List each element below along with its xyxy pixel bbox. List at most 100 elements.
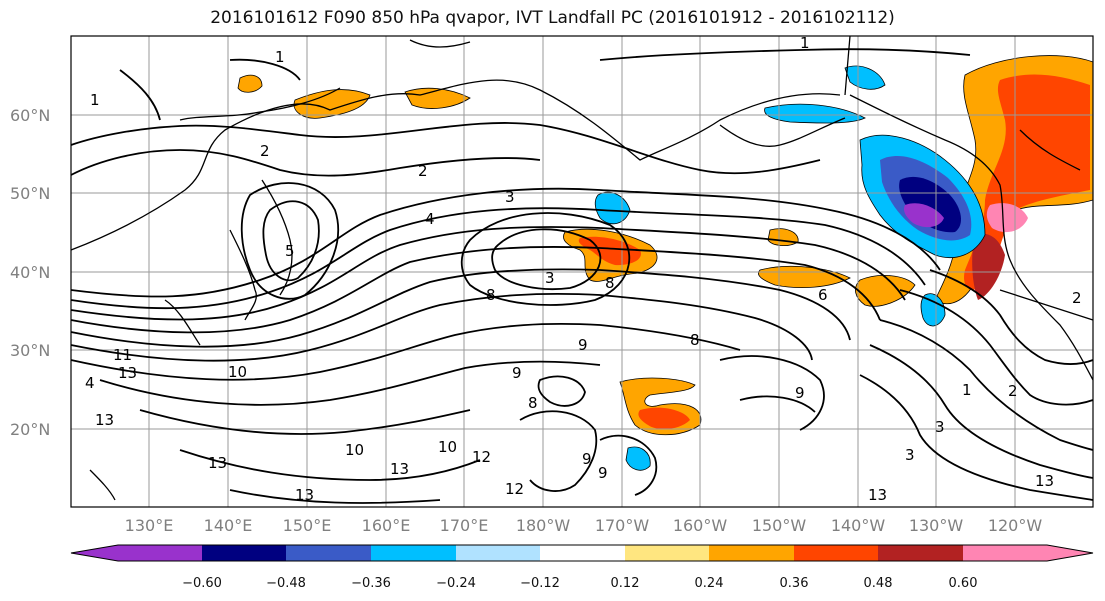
shade-neg-mid	[594, 191, 631, 225]
contour-label: 8	[605, 274, 615, 292]
lat-label: 20°N	[10, 420, 50, 439]
lon-label: 140°E	[204, 516, 253, 535]
contour-label: 2	[1008, 382, 1018, 400]
colorbar-tick: 0.48	[864, 576, 893, 591]
shade-far-east	[767, 228, 799, 246]
colorbar-segment	[878, 545, 963, 561]
shade-neg-tropic	[625, 446, 651, 471]
colorbar	[70, 544, 1094, 562]
contour-label: 9	[582, 450, 592, 468]
colorbar-segment	[456, 545, 540, 561]
colorbar-tick: −0.36	[351, 576, 391, 591]
shade-brown-coast	[972, 233, 1005, 300]
lon-label: 130°W	[909, 516, 964, 535]
colorbar-segment	[118, 545, 202, 561]
contour-label: 4	[425, 210, 435, 228]
contour-label: 5	[285, 242, 295, 260]
contour-label: 13	[295, 486, 314, 504]
colorbar-tick: 0.12	[611, 576, 640, 591]
contour-label: 3	[905, 446, 915, 464]
contour-label: 13	[1035, 472, 1054, 490]
lon-label: 120°W	[988, 516, 1043, 535]
contour-label: 8	[486, 286, 496, 304]
contour-label: 12	[472, 448, 491, 466]
contour-label: 9	[795, 384, 805, 402]
colorbar-segment	[371, 545, 456, 561]
lat-label: 30°N	[10, 341, 50, 360]
colorbar-segment	[794, 545, 878, 561]
colorbar-tick: −0.12	[520, 576, 560, 591]
shade-neg-north	[844, 65, 886, 90]
lon-label: 160°E	[362, 516, 411, 535]
shade-arctic2	[404, 87, 471, 109]
contour-label: 13	[390, 460, 409, 478]
colorbar-segment	[286, 545, 371, 561]
contour-label: 8	[690, 331, 700, 349]
contour-label: 4	[85, 374, 95, 392]
ivt-contours	[70, 48, 1094, 504]
lat-label: 40°N	[10, 263, 50, 282]
shade-neg-navy	[899, 176, 962, 233]
shade-neg-bering	[764, 103, 866, 124]
colorbar-segment	[202, 545, 286, 561]
contour-label: 10	[438, 438, 457, 456]
colorbar-tick: 0.24	[695, 576, 724, 591]
contour-label: 13	[208, 454, 227, 472]
contour-label: 3	[935, 418, 945, 436]
lon-label: 170°E	[440, 516, 489, 535]
colorbar-segment	[709, 545, 794, 561]
shade-neg-coast-low	[920, 293, 946, 327]
colorbar-tick: −0.60	[182, 576, 222, 591]
contour-label: 1	[962, 381, 972, 399]
colorbar-segment	[963, 545, 1047, 561]
colorbar-tick: 0.60	[949, 576, 978, 591]
colorbar-tick: 0.36	[780, 576, 809, 591]
contour-labels: 1 1 1 1 2 2 2 2 3 3 3 3 4 4 5 6 8 8 8 9 …	[85, 34, 1082, 504]
contour-label: 1	[800, 34, 810, 52]
map-title: 2016101612 F090 850 hPa qvapor, IVT Land…	[210, 8, 895, 28]
contour-label: 11	[113, 346, 132, 364]
lon-label: 140°W	[831, 516, 886, 535]
latitude-labels: 60°N 50°N 40°N 30°N 20°N	[10, 106, 50, 439]
contour-label: 10	[345, 441, 364, 459]
contour-label: 10	[228, 363, 247, 381]
contour-label: 1	[275, 48, 285, 66]
contour-label: 2	[260, 142, 270, 160]
colorbar-extend-min	[71, 545, 118, 561]
lon-label: 180°W	[516, 516, 571, 535]
lat-label: 50°N	[10, 184, 50, 203]
contour-label: 3	[545, 269, 555, 287]
colorbar-segment	[540, 545, 625, 561]
qvapor-shading	[237, 55, 1094, 471]
contour-label: 13	[118, 364, 137, 382]
colorbar-extend-max	[1047, 545, 1093, 561]
colorbar-segment	[625, 545, 709, 561]
graticule	[71, 36, 1093, 507]
shade-red-ne-pacific	[964, 74, 1090, 290]
lon-label: 150°W	[752, 516, 807, 535]
shade-neg-purple	[903, 203, 944, 228]
coastlines	[70, 35, 1094, 501]
contour-label: 1	[90, 91, 100, 109]
contour-label: 9	[598, 464, 608, 482]
lat-label: 60°N	[10, 106, 50, 125]
colorbar-outline	[70, 544, 1094, 562]
lon-label: 130°E	[125, 516, 174, 535]
colorbar-tick: −0.24	[436, 576, 476, 591]
contour-label: 13	[868, 486, 887, 504]
contour-label: 9	[512, 364, 522, 382]
lon-label: 160°W	[673, 516, 728, 535]
contour-label: 2	[418, 162, 428, 180]
shade-subtropic-red	[638, 407, 690, 430]
contour-label: 9	[578, 336, 588, 354]
contour-label: 12	[505, 480, 524, 498]
contour-label: 8	[528, 394, 538, 412]
lon-label: 150°E	[283, 516, 332, 535]
shade-alaska	[237, 74, 263, 93]
contour-label: 6	[818, 286, 828, 304]
contour-label: 3	[505, 188, 515, 206]
colorbar-tick-labels: −0.60 −0.48 −0.36 −0.24 −0.12 0.12 0.24 …	[182, 576, 977, 591]
shade-pink-coast	[986, 203, 1028, 233]
contour-label: 2	[1072, 289, 1082, 307]
